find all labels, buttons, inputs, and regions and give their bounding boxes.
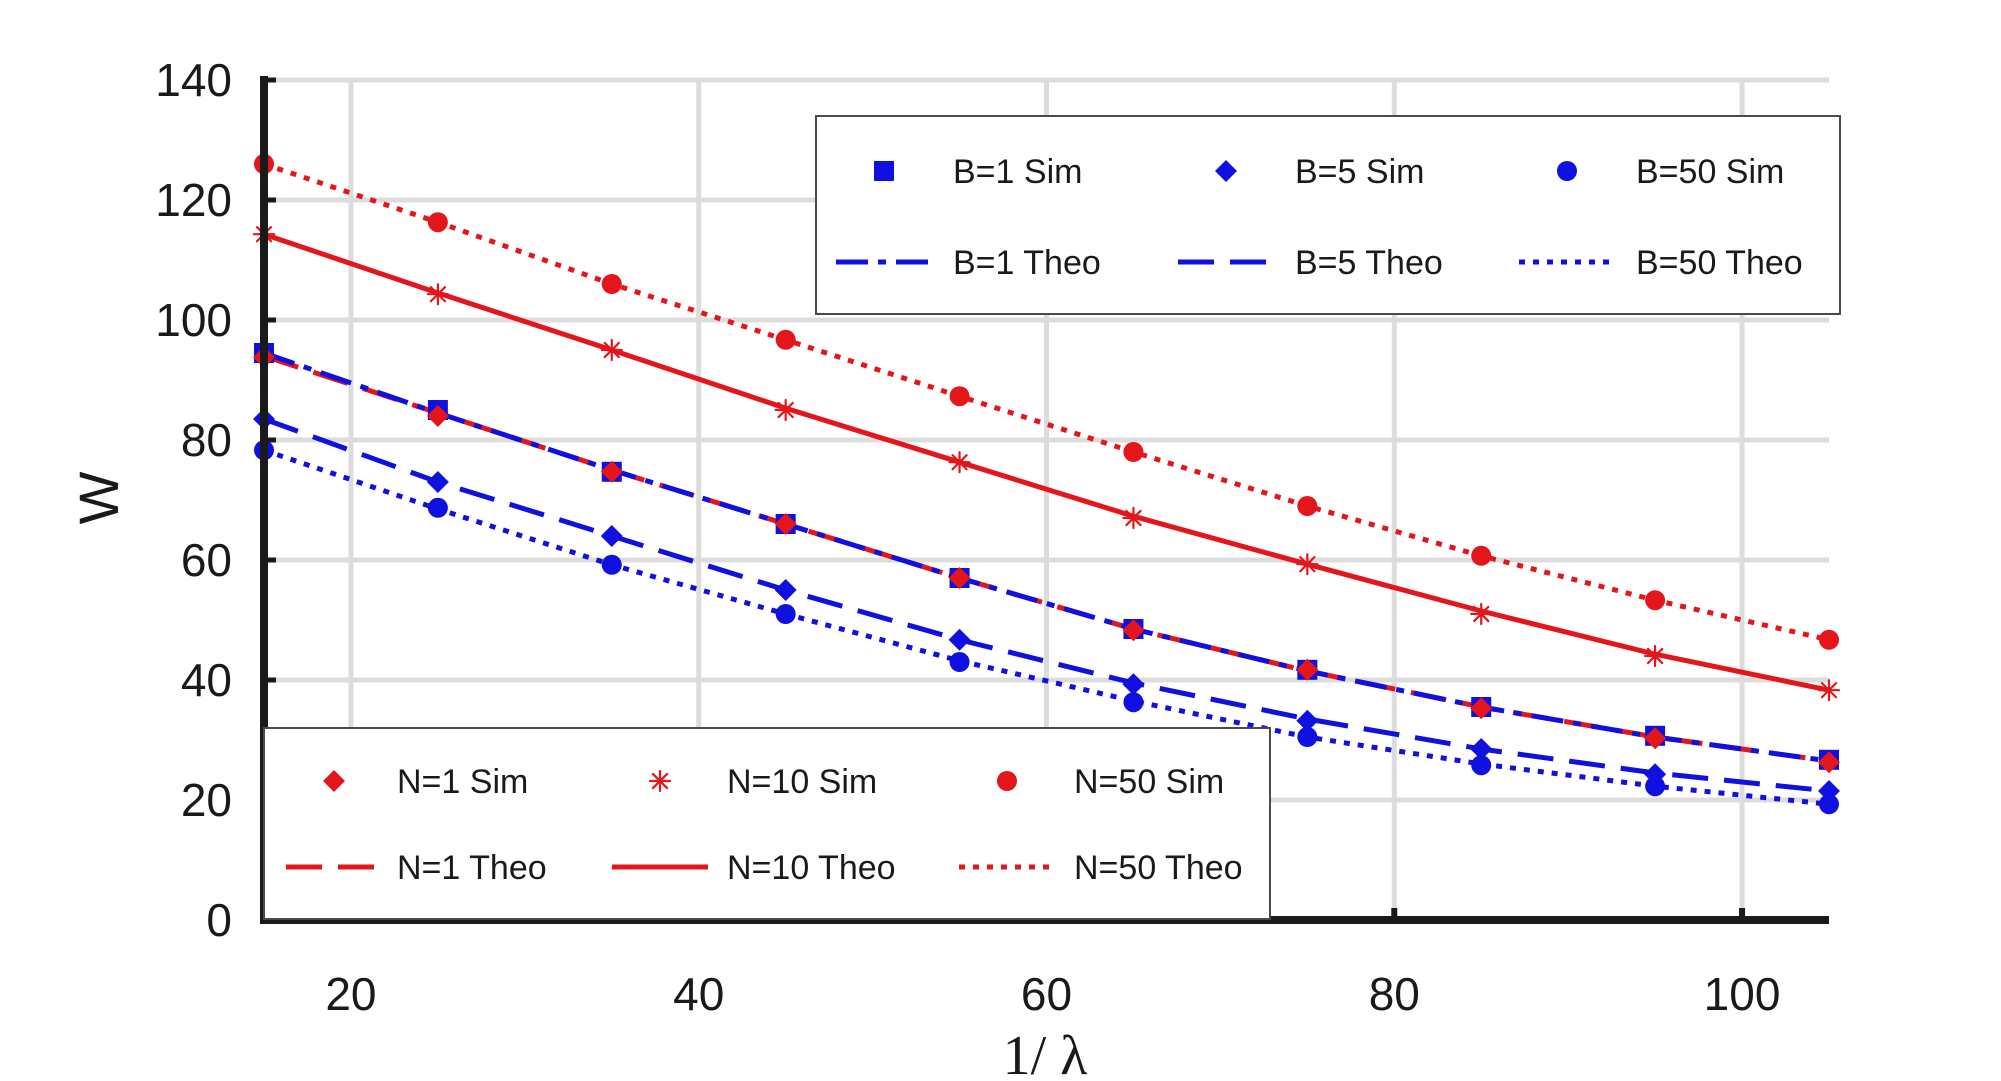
point-n-50-sim (775, 329, 796, 350)
series-line-n-10-theo (263, 231, 1830, 693)
legend-label-n-10-sim: N=10 Sim (727, 763, 877, 801)
point-n-50-sim (601, 274, 622, 294)
y-tick-label: 100 (155, 294, 232, 346)
legend-marker-n-1-sim (323, 770, 345, 792)
y-tick-label: 20 (181, 774, 232, 826)
legend-label-b-50-theo: B=50 Theo (1636, 244, 1803, 282)
point-b-5-sim (1296, 709, 1319, 732)
point-n-10-sim (1470, 602, 1493, 626)
point-n-10-sim (774, 398, 797, 422)
point-n-1-sim (1818, 751, 1840, 774)
legend-label-b-1-theo: B=1 Theo (953, 244, 1101, 282)
point-n-10-sim (600, 338, 623, 362)
point-n-1-sim (1470, 697, 1493, 720)
legend-n: N=1 Sim N=10 Sim N=50 Sim N=1 Theo N=10 Theo… (263, 727, 1271, 920)
legend-marker-b-5-sim (1215, 160, 1237, 182)
point-n-1-sim (1644, 727, 1667, 750)
legend-label-b-50-sim: B=50 Sim (1636, 153, 1784, 191)
x-tick-label: 20 (325, 968, 376, 1020)
point-n-50-sim (949, 386, 970, 407)
point-b-50-sim (1123, 692, 1144, 713)
point-b-50-sim (775, 604, 796, 624)
point-n-1-sim (1122, 619, 1145, 642)
point-n-1-sim (600, 460, 623, 483)
point-b-50-sim (949, 652, 970, 672)
y-tick-label: 60 (181, 534, 232, 586)
point-b-50-sim (601, 554, 622, 575)
point-n-10-sim (948, 451, 971, 474)
point-b-50-sim (1297, 727, 1318, 747)
legend-label-b-5-theo: B=5 Theo (1295, 244, 1443, 282)
series-markers (252, 154, 1841, 815)
point-n-50-sim (427, 212, 448, 233)
legend-label-n-1-theo: N=1 Theo (397, 849, 547, 887)
point-n-1-sim (948, 567, 971, 589)
x-tick-label: 80 (1369, 968, 1420, 1020)
legend-label-b-5-sim: B=5 Sim (1295, 153, 1424, 191)
point-n-10-sim (1817, 679, 1841, 702)
legend-marker-b-50-sim (1557, 161, 1577, 181)
legend-label-n-1-sim: N=1 Sim (397, 763, 528, 801)
x-tick-label: 60 (1021, 968, 1072, 1020)
point-n-1-sim (774, 513, 797, 535)
y-tick-label: 40 (181, 654, 232, 706)
legend-label-b-1-sim: B=1 Sim (953, 153, 1082, 191)
point-b-5-sim (1122, 673, 1145, 696)
series-line-n-1-theo (263, 353, 1830, 764)
series-line-b-5-theo (263, 416, 1830, 794)
point-n-50-sim (1645, 590, 1666, 611)
point-n-50-sim (1819, 629, 1839, 650)
y-tick-label: 80 (181, 414, 232, 466)
point-b-5-sim (1470, 738, 1493, 760)
y-tick-label: 0 (206, 894, 232, 946)
x-tick-label: 100 (1704, 968, 1781, 1020)
point-n-50-sim (1297, 496, 1318, 516)
point-n-1-sim (1296, 658, 1319, 681)
legend-box (263, 727, 1271, 920)
point-n-50-sim (1123, 442, 1144, 462)
series-lines (263, 161, 1830, 807)
point-n-1-sim (426, 405, 449, 427)
point-b-5-sim (948, 628, 971, 651)
point-n-10-sim (1122, 506, 1145, 530)
point-n-10-sim (1296, 553, 1319, 576)
point-b-5-sim (426, 471, 449, 493)
legend-marker-n-50-sim (997, 771, 1017, 791)
x-axis-label: 1/ λ (1003, 1025, 1088, 1081)
point-b-50-sim (427, 497, 448, 518)
y-tick-label: 140 (155, 54, 232, 106)
point-b-50-sim (1819, 794, 1839, 815)
point-n-50-sim (1471, 545, 1492, 566)
legend-label-n-50-theo: N=50 Theo (1074, 849, 1243, 887)
legend-marker-n-10-sim (648, 769, 672, 793)
point-b-50-sim (1645, 776, 1666, 797)
y-tick-label: 120 (155, 174, 232, 226)
point-n-10-sim (1644, 644, 1667, 668)
series-line-b-50-theo (263, 447, 1830, 807)
y-axis-label: W (67, 471, 130, 524)
point-b-50-sim (1471, 755, 1492, 776)
x-tick-label: 40 (673, 968, 724, 1020)
legend-box (815, 115, 1841, 315)
legend-marker-b-1-sim (874, 161, 894, 181)
point-b-5-sim (600, 525, 623, 547)
legend-label-n-50-sim: N=50 Sim (1074, 763, 1224, 801)
legend-b: B=1 Sim B=5 Sim B=50 Sim B=1 Theo B=5 Theo B=… (815, 115, 1841, 315)
ticks: 0 20 40 60 80 100 120 140 20 40 60 80 100 (155, 54, 1780, 1020)
legend-label-n-10-theo: N=10 Theo (727, 849, 896, 887)
point-n-10-sim (426, 283, 449, 306)
point-b-5-sim (774, 579, 797, 601)
